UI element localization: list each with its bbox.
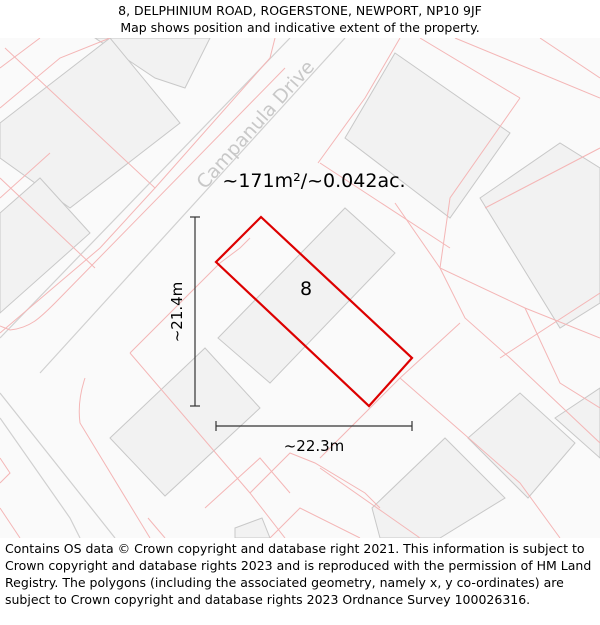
building-plot-8: [217, 207, 396, 384]
property-boundaries: [0, 38, 600, 538]
building-bottom-left: [109, 347, 261, 497]
map-subtitle: Map shows position and indicative extent…: [120, 20, 480, 35]
building-left-lower: [0, 177, 91, 314]
copyright-notice: Contains OS data © Crown copyright and d…: [5, 541, 592, 607]
width-measure: [215, 421, 413, 431]
plot-outline[interactable]: [214, 215, 414, 408]
building-bottom-right: [467, 392, 576, 499]
width-label: ~22.3m: [284, 437, 345, 455]
road-edges: [0, 38, 346, 538]
building-top-left: [94, 38, 211, 89]
property-address: 8, DELPHINIUM ROAD, ROGERSTONE, NEWPORT,…: [118, 3, 482, 18]
plot-number: 8: [300, 278, 312, 300]
building-bottom-right-2: [371, 437, 506, 538]
building-left: [0, 38, 181, 209]
building-bottom-small: [234, 517, 271, 538]
building-bottom-far-right: [554, 387, 600, 459]
height-label: ~21.4m: [168, 282, 186, 343]
map-svg: Campanula Drive ~171m²/~0.042ac. 8 ~21.4…: [0, 38, 600, 538]
height-measure: [190, 216, 200, 407]
map-canvas[interactable]: Campanula Drive ~171m²/~0.042ac. 8 ~21.4…: [0, 38, 600, 538]
map-header: 8, DELPHINIUM ROAD, ROGERSTONE, NEWPORT,…: [0, 0, 600, 40]
area-label: ~171m²/~0.042ac.: [222, 170, 405, 192]
building-top-right: [344, 52, 511, 219]
building-right: [479, 142, 600, 329]
buildings: [0, 38, 600, 538]
